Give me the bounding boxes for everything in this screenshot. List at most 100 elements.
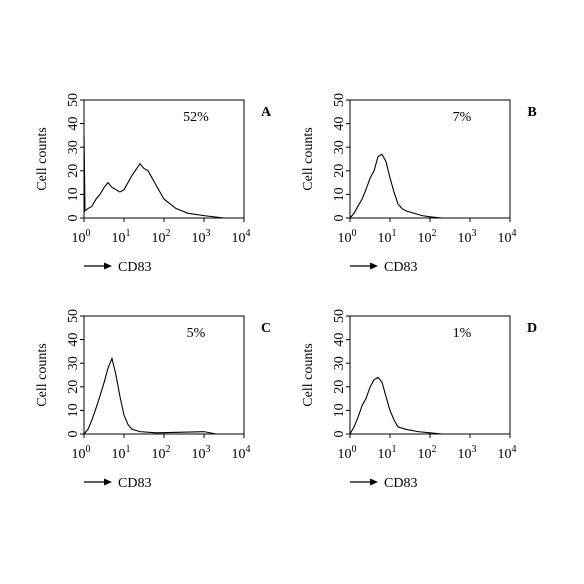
x-tick-label: 101 bbox=[112, 228, 131, 246]
x-tick-exponent: 1 bbox=[392, 444, 397, 455]
x-axis-arrowhead bbox=[370, 478, 378, 486]
x-tick-label: 101 bbox=[112, 444, 131, 462]
x-tick-label: 104 bbox=[498, 444, 517, 462]
x-tick-base: 10 bbox=[418, 447, 432, 462]
x-tick-exponent: 4 bbox=[246, 228, 251, 239]
x-tick-base: 10 bbox=[232, 231, 246, 246]
y-tick-label: 20 bbox=[332, 164, 347, 178]
x-tick-exponent: 3 bbox=[472, 228, 477, 239]
x-tick-base: 10 bbox=[72, 447, 86, 462]
annotation: 7% bbox=[453, 110, 472, 125]
x-tick-exponent: 3 bbox=[206, 228, 211, 239]
panel-label: B bbox=[527, 105, 536, 120]
y-tick-label: 20 bbox=[66, 164, 81, 178]
y-tick-label: 30 bbox=[332, 356, 347, 370]
y-tick-label: 20 bbox=[332, 380, 347, 394]
x-tick-base: 10 bbox=[458, 447, 472, 462]
x-tick-base: 10 bbox=[112, 447, 126, 462]
plot-frame bbox=[349, 99, 511, 219]
x-axis-label: CD83 bbox=[118, 260, 151, 275]
x-tick-label: 100 bbox=[338, 228, 357, 246]
y-tick-label: 0 bbox=[66, 215, 81, 222]
y-axis-label: Cell counts bbox=[301, 343, 316, 406]
annotation: 5% bbox=[187, 326, 206, 341]
y-tick-label: 30 bbox=[332, 140, 347, 154]
x-tick-label: 102 bbox=[152, 228, 171, 246]
x-tick-base: 10 bbox=[112, 231, 126, 246]
x-tick-label: 101 bbox=[378, 228, 397, 246]
y-tick-label: 40 bbox=[332, 117, 347, 131]
x-tick-base: 10 bbox=[192, 231, 206, 246]
x-tick-exponent: 1 bbox=[126, 228, 131, 239]
plot-frame bbox=[83, 99, 245, 219]
annotation: 52% bbox=[183, 110, 209, 125]
plot-frame bbox=[349, 315, 511, 435]
x-tick-base: 10 bbox=[152, 231, 166, 246]
x-tick-base: 10 bbox=[192, 447, 206, 462]
y-tick-label: 0 bbox=[332, 215, 347, 222]
y-tick-label: 50 bbox=[332, 93, 347, 107]
x-axis-label: CD83 bbox=[384, 260, 417, 275]
x-tick-exponent: 1 bbox=[126, 444, 131, 455]
x-tick-label: 103 bbox=[458, 444, 477, 462]
x-tick-base: 10 bbox=[498, 447, 512, 462]
plot-frame bbox=[83, 315, 245, 435]
y-tick-label: 40 bbox=[332, 333, 347, 347]
x-tick-exponent: 3 bbox=[472, 444, 477, 455]
x-tick-base: 10 bbox=[378, 231, 392, 246]
panel-label: A bbox=[261, 105, 272, 120]
x-tick-label: 103 bbox=[458, 228, 477, 246]
y-tick-label: 10 bbox=[66, 403, 81, 417]
x-tick-exponent: 4 bbox=[512, 444, 517, 455]
x-tick-label: 102 bbox=[418, 228, 437, 246]
y-tick-label: 10 bbox=[332, 403, 347, 417]
x-axis-arrowhead bbox=[104, 478, 112, 486]
y-tick-label: 40 bbox=[66, 117, 81, 131]
x-axis-label: CD83 bbox=[118, 476, 151, 491]
x-tick-base: 10 bbox=[418, 231, 432, 246]
x-tick-label: 101 bbox=[378, 444, 397, 462]
x-tick-exponent: 0 bbox=[352, 228, 357, 239]
x-axis-arrowhead bbox=[370, 262, 378, 270]
x-tick-label: 104 bbox=[498, 228, 517, 246]
histogram-line bbox=[349, 153, 443, 219]
x-tick-exponent: 2 bbox=[432, 444, 437, 455]
panel-label: C bbox=[261, 321, 271, 336]
x-tick-base: 10 bbox=[152, 447, 166, 462]
x-tick-exponent: 1 bbox=[392, 228, 397, 239]
y-tick-label: 10 bbox=[66, 187, 81, 201]
x-tick-base: 10 bbox=[338, 231, 352, 246]
y-tick-label: 50 bbox=[66, 309, 81, 323]
x-tick-exponent: 4 bbox=[512, 228, 517, 239]
x-tick-label: 102 bbox=[152, 444, 171, 462]
x-tick-exponent: 4 bbox=[246, 444, 251, 455]
y-tick-label: 20 bbox=[66, 380, 81, 394]
x-tick-exponent: 2 bbox=[166, 444, 171, 455]
x-tick-exponent: 2 bbox=[166, 228, 171, 239]
histogram-line bbox=[349, 376, 443, 435]
x-tick-label: 100 bbox=[72, 444, 91, 462]
x-tick-label: 100 bbox=[338, 444, 357, 462]
y-tick-label: 50 bbox=[66, 93, 81, 107]
x-axis-label: CD83 bbox=[384, 476, 417, 491]
x-axis-arrowhead bbox=[104, 262, 112, 270]
y-tick-label: 40 bbox=[66, 333, 81, 347]
y-axis-label: Cell counts bbox=[35, 343, 50, 406]
x-tick-label: 104 bbox=[232, 444, 251, 462]
x-tick-base: 10 bbox=[458, 231, 472, 246]
annotation: 1% bbox=[453, 326, 472, 341]
x-tick-exponent: 0 bbox=[86, 444, 91, 455]
y-tick-label: 0 bbox=[66, 431, 81, 438]
y-axis-label: Cell counts bbox=[35, 127, 50, 190]
y-tick-label: 0 bbox=[332, 431, 347, 438]
histogram-line bbox=[83, 135, 225, 219]
x-tick-exponent: 0 bbox=[86, 228, 91, 239]
x-tick-label: 103 bbox=[192, 228, 211, 246]
y-tick-label: 10 bbox=[332, 187, 347, 201]
histogram-line bbox=[83, 356, 217, 435]
x-tick-base: 10 bbox=[378, 447, 392, 462]
x-tick-exponent: 0 bbox=[352, 444, 357, 455]
x-tick-base: 10 bbox=[498, 231, 512, 246]
x-tick-label: 104 bbox=[232, 228, 251, 246]
